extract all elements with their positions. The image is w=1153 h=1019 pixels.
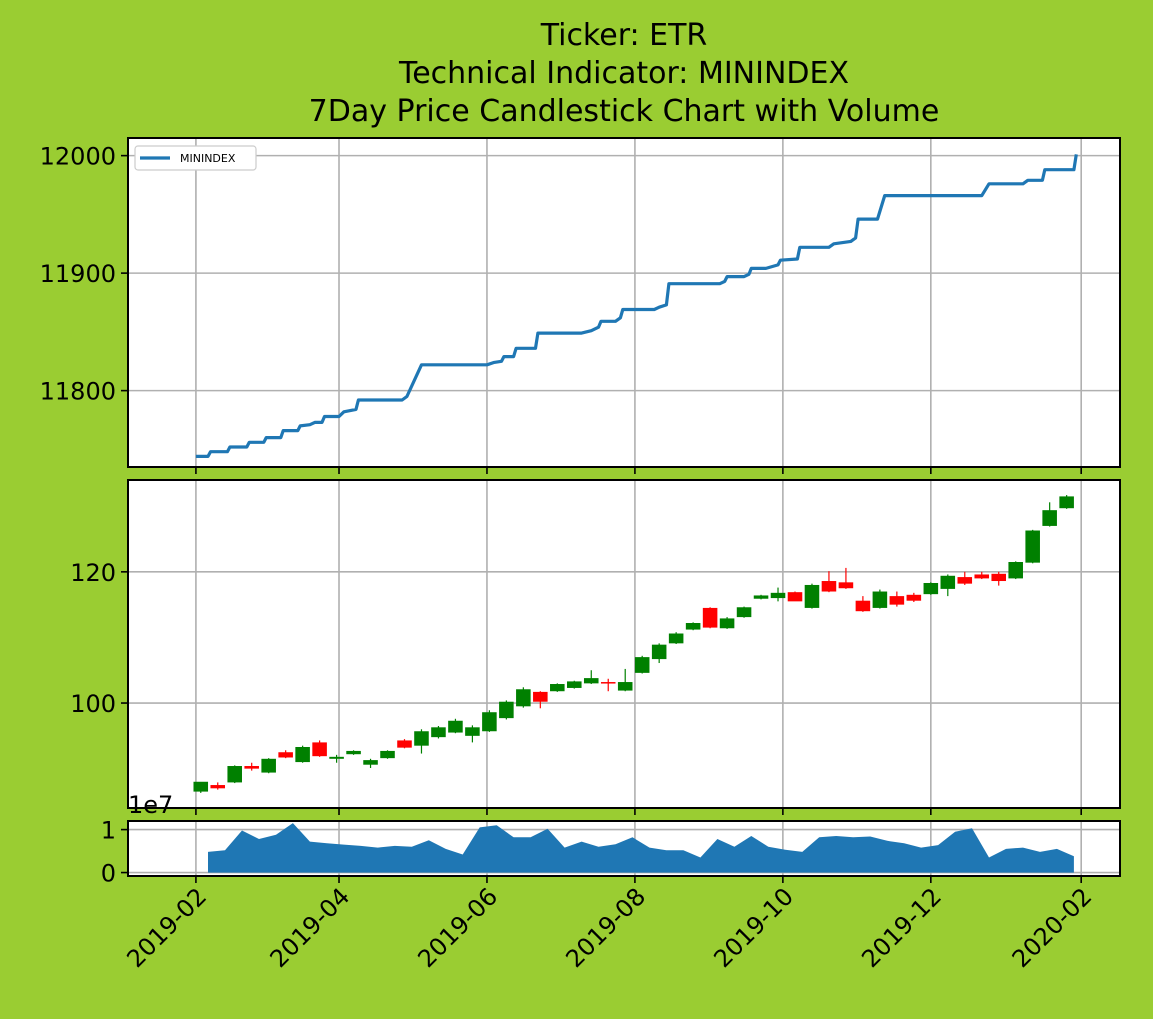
price-ytick-label-1: 120 — [70, 559, 116, 587]
candle-body — [363, 760, 378, 765]
candle-body — [1025, 530, 1040, 563]
candle-body — [668, 633, 684, 644]
candle-body — [923, 582, 939, 595]
candle-body — [550, 684, 565, 692]
candle-body — [227, 766, 242, 783]
candle-body — [380, 750, 395, 759]
volume-border — [127, 820, 1121, 877]
candle-body — [906, 594, 922, 601]
candle-body — [634, 657, 650, 673]
candle-body — [651, 644, 667, 660]
title-line-3: 7Day Price Candlestick Chart with Volume — [309, 94, 940, 129]
candle-body — [448, 720, 463, 733]
candle-body — [753, 595, 769, 599]
candle-body — [617, 682, 633, 691]
volume-area — [208, 823, 1074, 873]
candle-body — [804, 584, 820, 608]
candle-body — [719, 618, 735, 629]
candle-body — [1059, 496, 1074, 509]
minindex-line — [195, 154, 1078, 458]
price-border — [127, 479, 1121, 809]
candle-body — [329, 756, 344, 759]
price-panel: 100 120 — [70, 479, 1121, 815]
candle-body — [872, 591, 888, 608]
title-line-2: Technical Indicator: MININDEX — [398, 56, 849, 91]
candle-body — [583, 678, 599, 684]
price-ytick-label-0: 100 — [70, 690, 116, 718]
price-plot-area — [128, 480, 1120, 808]
title-line-1: Ticker: ETR — [540, 18, 708, 53]
candle-body — [567, 681, 582, 688]
candle-body — [736, 607, 752, 618]
candle-body — [295, 746, 310, 763]
candle-body — [244, 766, 259, 769]
legend: MININDEX — [134, 145, 257, 171]
candle-body — [600, 682, 616, 684]
candle-body — [482, 712, 497, 732]
indicator-plot-area — [128, 138, 1120, 467]
indicator-ytick-label-1: 11900 — [40, 260, 116, 288]
candle-body — [210, 785, 226, 789]
candle-body — [431, 727, 446, 738]
candle-body — [940, 575, 956, 589]
candle-body — [465, 727, 480, 736]
candle-body — [787, 592, 803, 602]
candle-body — [533, 691, 548, 702]
indicator-ytick-label-0: 11800 — [40, 378, 116, 406]
candle-body — [1042, 510, 1057, 526]
candle-body — [685, 623, 701, 630]
candle-body — [770, 592, 786, 599]
candle-body — [855, 600, 871, 612]
indicator-border — [127, 137, 1121, 468]
candle-body — [957, 577, 973, 584]
candle-body — [974, 574, 990, 579]
indicator-ytick-label-2: 12000 — [40, 143, 116, 171]
candle-body — [889, 596, 905, 605]
volume-panel: 0 1 1e7 — [101, 791, 1121, 888]
candle-body — [991, 573, 1007, 582]
legend-label: MININDEX — [180, 152, 236, 165]
candle-body — [278, 752, 293, 758]
candle-body — [312, 742, 327, 757]
candle-body — [397, 740, 412, 748]
candle-body — [193, 781, 209, 792]
volume-ytick-label-1: 1 — [101, 817, 116, 845]
volume-offset-label: 1e7 — [128, 791, 173, 819]
volume-ytick-label-0: 0 — [101, 860, 116, 888]
legend-box — [134, 145, 257, 171]
candle-body — [346, 750, 361, 755]
candle-body — [1008, 562, 1023, 579]
candle-body — [516, 689, 531, 707]
candle-body — [838, 582, 854, 589]
candle-body — [261, 758, 276, 773]
indicator-panel: 11800 11900 12000 MININDEX — [40, 137, 1121, 474]
candle-body — [702, 607, 718, 628]
candle-body — [499, 701, 514, 719]
candle-body — [821, 581, 837, 592]
candle-body — [414, 731, 429, 746]
